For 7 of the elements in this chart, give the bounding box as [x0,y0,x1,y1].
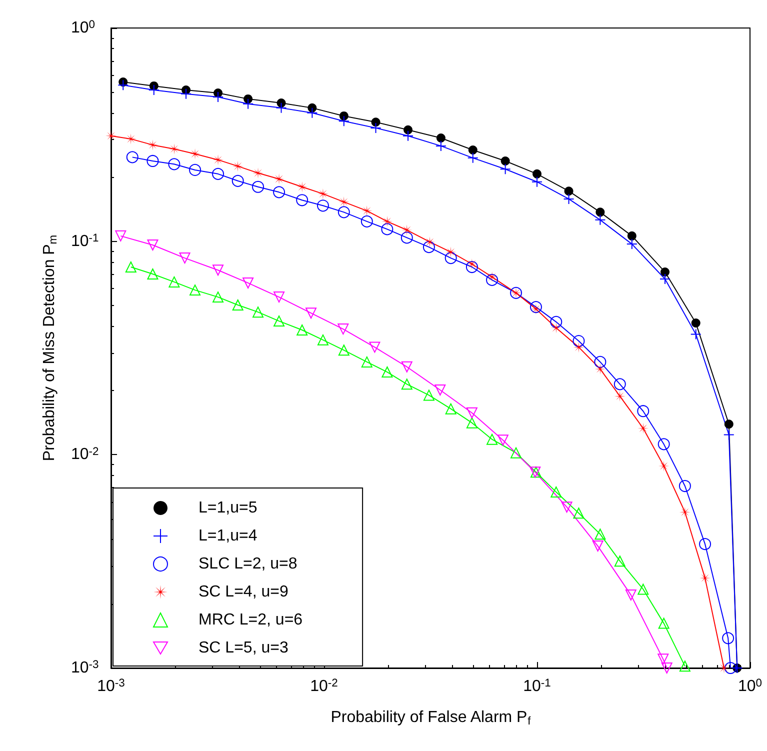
legend-label: MRC L=2, u=6 [198,612,303,628]
legend-label: SC L=5, u=3 [198,640,288,656]
y-axis-title: Probability of Miss Detection Pm [41,234,60,462]
legend-label: SC L=4, u=9 [198,584,288,600]
legend-label: L=1,u=5 [198,500,258,516]
legend-label: L=1,u=4 [198,528,258,544]
legend-label: SLC L=2, u=8 [198,556,298,572]
